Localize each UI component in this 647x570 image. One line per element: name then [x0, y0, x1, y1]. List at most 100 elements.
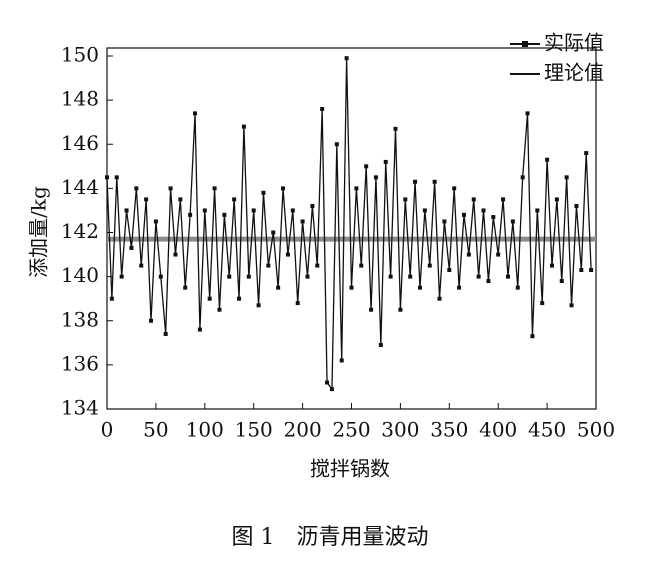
marker	[457, 285, 462, 290]
marker	[227, 274, 232, 279]
marker	[246, 274, 251, 279]
caption: 图 1 沥青用量波动	[232, 525, 429, 550]
marker	[515, 285, 520, 290]
marker	[496, 252, 501, 257]
plot-frame	[106, 47, 597, 410]
legend-marker	[522, 41, 528, 47]
x-tick-label: 350	[430, 418, 468, 442]
marker	[491, 215, 496, 220]
marker	[549, 263, 554, 268]
marker	[232, 197, 237, 202]
y-tick-label: 134	[61, 396, 99, 420]
x-tick-label: 50	[143, 418, 168, 442]
marker	[373, 175, 378, 180]
marker	[183, 285, 188, 290]
marker	[501, 197, 506, 202]
marker	[193, 111, 198, 116]
marker	[364, 164, 369, 169]
marker	[197, 327, 202, 332]
marker	[217, 307, 222, 312]
marker	[383, 159, 388, 164]
x-tick-label: 100	[186, 418, 224, 442]
x-axis-label: 搅拌锅数	[310, 457, 390, 481]
series-line	[106, 58, 592, 392]
marker	[530, 334, 535, 339]
marker	[237, 296, 242, 301]
marker	[569, 303, 574, 308]
marker	[207, 296, 212, 301]
y-tick-label: 138	[61, 307, 99, 331]
marker	[129, 245, 134, 250]
marker	[325, 380, 330, 385]
marker	[535, 208, 540, 213]
marker	[281, 186, 286, 191]
marker	[349, 285, 354, 290]
marker	[139, 263, 144, 268]
marker	[378, 343, 383, 348]
legend-label: 实际值	[544, 31, 604, 55]
y-tick-label: 140	[61, 263, 99, 287]
y-tick-label: 142	[61, 219, 99, 243]
marker	[320, 106, 325, 111]
y-axis-label: 添加量/kg	[27, 186, 51, 278]
marker	[476, 274, 481, 279]
marker	[545, 157, 550, 162]
marker	[256, 303, 261, 308]
marker	[510, 219, 515, 224]
marker	[261, 190, 266, 195]
marker	[354, 186, 359, 191]
marker	[315, 263, 320, 268]
marker	[403, 197, 408, 202]
marker	[109, 296, 114, 301]
marker	[422, 208, 427, 213]
x-tick-label: 250	[332, 418, 370, 442]
marker	[124, 208, 129, 213]
marker	[359, 263, 364, 268]
marker	[119, 274, 124, 279]
marker	[158, 274, 163, 279]
marker	[559, 279, 564, 284]
marker	[427, 263, 432, 268]
marker	[540, 301, 545, 306]
x-tick-label: 150	[235, 418, 273, 442]
marker	[584, 151, 589, 156]
marker	[153, 219, 158, 224]
x-tick-label: 300	[381, 418, 419, 442]
marker	[413, 179, 418, 184]
marker	[461, 212, 466, 217]
marker	[163, 331, 168, 336]
marker	[564, 175, 569, 180]
marker	[276, 285, 281, 290]
marker	[579, 268, 584, 273]
marker	[388, 274, 393, 279]
marker	[442, 219, 447, 224]
marker	[471, 197, 476, 202]
marker	[251, 208, 256, 213]
marker	[369, 307, 374, 312]
legend-label: 理论值	[544, 61, 604, 85]
marker	[329, 387, 334, 392]
marker	[525, 111, 530, 116]
marker	[266, 263, 271, 268]
marker	[300, 219, 305, 224]
marker	[417, 285, 422, 290]
marker	[168, 186, 173, 191]
marker	[339, 358, 344, 363]
marker	[271, 230, 276, 235]
y-tick-label: 150	[61, 43, 99, 67]
y-tick-label: 136	[61, 351, 99, 375]
x-tick-label: 400	[479, 418, 517, 442]
marker	[437, 296, 442, 301]
marker	[241, 124, 246, 129]
marker	[393, 126, 398, 131]
y-tick-label: 148	[61, 87, 99, 111]
marker	[486, 279, 491, 284]
marker	[202, 208, 207, 213]
marker	[222, 212, 227, 217]
marker	[290, 208, 295, 213]
marker	[505, 274, 510, 279]
marker	[188, 212, 193, 217]
marker	[398, 307, 403, 312]
marker	[305, 274, 310, 279]
